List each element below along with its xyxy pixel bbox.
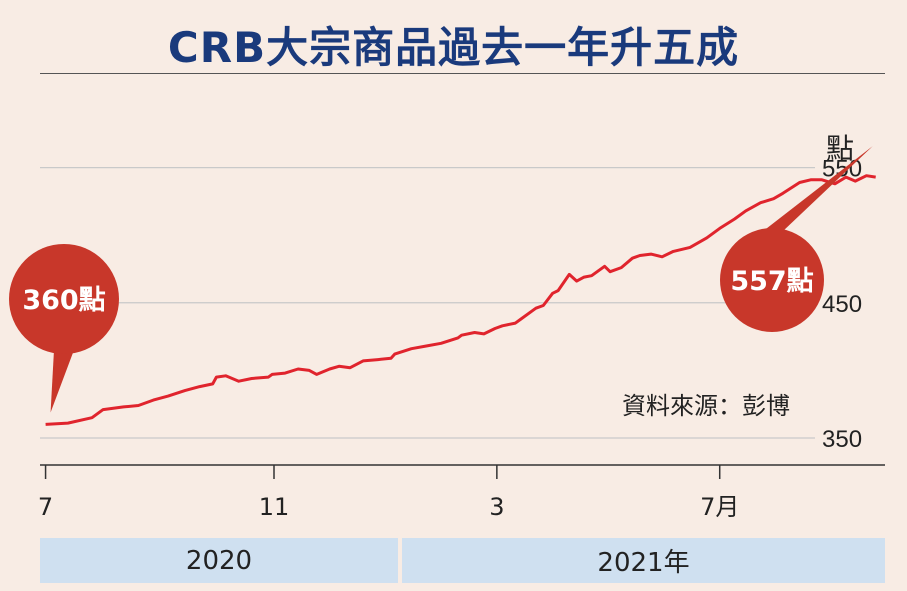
year-band-2020: 2020 [40, 538, 398, 583]
x-tick-label: 7 [38, 493, 53, 521]
y-tick-label: 450 [822, 291, 862, 318]
callout-bubble [9, 244, 119, 354]
y-tick-label: 350 [822, 426, 862, 453]
title-divider [40, 73, 885, 74]
x-tick-label: 11 [259, 493, 290, 521]
callout-pointer [50, 350, 74, 413]
x-tick-label: 7月 [700, 493, 739, 521]
callout-label: 557點 [730, 266, 813, 297]
x-tick-label: 3 [489, 493, 504, 521]
callout-pointer [762, 146, 873, 232]
series-line [45, 174, 876, 426]
callout-bubble [720, 228, 824, 332]
chart-title: CRB大宗商品過去一年升五成 [167, 23, 740, 72]
y-unit-label: 點 [826, 132, 854, 165]
year-band-2021: 2021年 [402, 538, 885, 583]
callout-label: 360點 [22, 285, 105, 316]
source-note: 資料來源：彭博 [622, 392, 790, 420]
